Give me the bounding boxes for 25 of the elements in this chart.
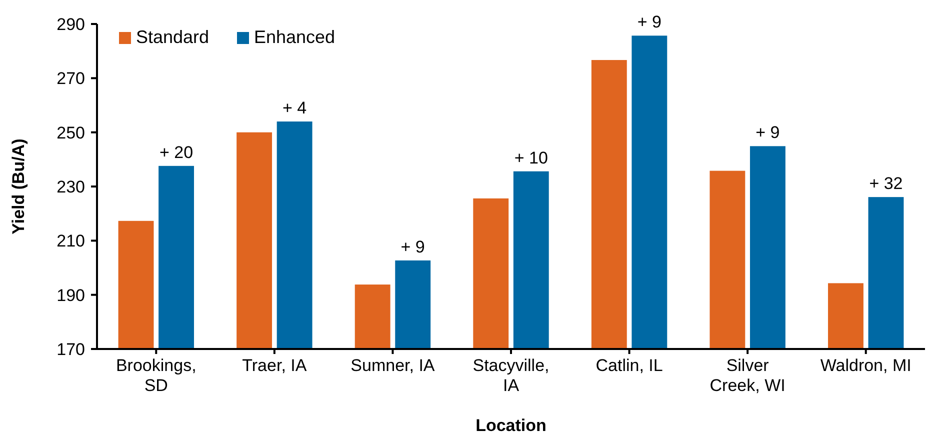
annotation: + 4 [282,98,307,118]
x-tick-label: Silver Creek, WI [710,356,786,395]
y-tick-label: 270 [56,69,85,88]
annotation: + 20 [159,142,194,162]
x-tick-label: Waldron, MI [820,356,912,375]
x-tick-label: Catlin, IL [596,356,663,375]
x-axis-title: Location [476,416,546,435]
legend-label: Enhanced [254,27,336,47]
legend-label: Standard [136,27,210,47]
x-tick-label: Stacyville, IA [472,356,550,395]
annotation: + 9 [637,12,662,32]
y-tick-label: 210 [56,232,85,251]
x-tick-label: Traer, IA [242,356,308,375]
annotation: + 10 [514,148,548,168]
y-axis-title: Yield (Bu/A) [9,138,28,234]
y-tick-label: 170 [56,340,85,359]
y-tick-label: 190 [56,286,85,305]
annotation: + 32 [869,174,903,194]
x-tick-label: Sumner, IA [350,356,436,375]
x-tick-label: Brookings, SD [116,356,196,395]
annotation: + 9 [400,237,425,256]
y-tick-label: 230 [56,177,85,196]
y-tick-label: 290 [56,14,85,34]
y-tick-label: 250 [56,123,85,142]
annotation: + 9 [756,123,780,142]
